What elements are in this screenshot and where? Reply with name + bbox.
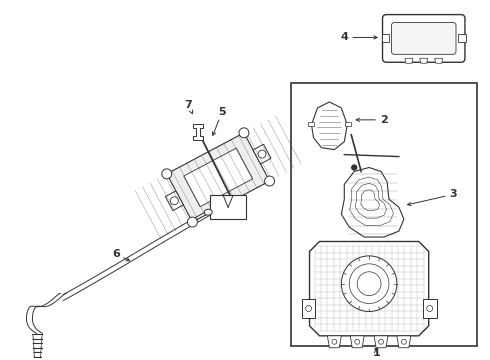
Bar bbox=[345, 122, 351, 126]
Polygon shape bbox=[435, 58, 442, 63]
Text: 1: 1 bbox=[372, 348, 380, 358]
Bar bbox=[458, 35, 466, 42]
Polygon shape bbox=[210, 195, 246, 219]
Bar bbox=[302, 298, 316, 319]
Circle shape bbox=[162, 169, 172, 179]
Text: 4: 4 bbox=[341, 32, 348, 42]
Text: 2: 2 bbox=[380, 115, 388, 125]
FancyBboxPatch shape bbox=[392, 23, 456, 54]
Bar bbox=[308, 122, 314, 126]
Polygon shape bbox=[194, 124, 203, 140]
Bar bbox=[423, 298, 437, 319]
Ellipse shape bbox=[204, 209, 212, 215]
Polygon shape bbox=[310, 242, 429, 336]
Circle shape bbox=[427, 306, 433, 311]
Polygon shape bbox=[165, 191, 183, 211]
FancyBboxPatch shape bbox=[383, 15, 465, 62]
Circle shape bbox=[258, 150, 266, 158]
Circle shape bbox=[355, 339, 360, 344]
Polygon shape bbox=[327, 336, 342, 348]
Circle shape bbox=[306, 306, 312, 311]
Polygon shape bbox=[253, 144, 271, 164]
Circle shape bbox=[239, 128, 249, 138]
Text: 5: 5 bbox=[219, 107, 226, 117]
Circle shape bbox=[342, 256, 397, 311]
Polygon shape bbox=[374, 336, 388, 348]
Circle shape bbox=[332, 339, 337, 344]
Polygon shape bbox=[405, 58, 413, 63]
Polygon shape bbox=[184, 148, 253, 207]
Bar bbox=[291, 83, 477, 346]
Circle shape bbox=[188, 217, 197, 227]
Text: 6: 6 bbox=[112, 249, 120, 259]
Circle shape bbox=[171, 197, 178, 205]
Polygon shape bbox=[312, 102, 347, 150]
Text: 7: 7 bbox=[185, 100, 192, 110]
Polygon shape bbox=[342, 167, 404, 237]
Polygon shape bbox=[167, 133, 270, 222]
Circle shape bbox=[379, 339, 384, 344]
Circle shape bbox=[401, 339, 406, 344]
Polygon shape bbox=[397, 336, 411, 348]
Polygon shape bbox=[420, 58, 428, 63]
Polygon shape bbox=[350, 336, 364, 348]
Circle shape bbox=[265, 176, 274, 186]
Text: 3: 3 bbox=[450, 189, 457, 199]
Circle shape bbox=[352, 165, 357, 170]
Bar bbox=[382, 35, 390, 42]
